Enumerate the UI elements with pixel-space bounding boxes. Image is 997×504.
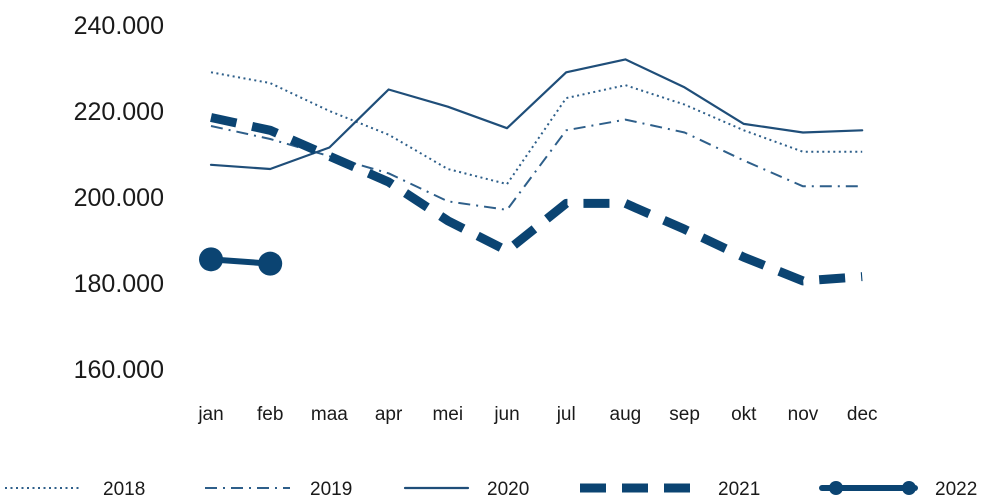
series-2021 (210, 113, 863, 286)
legend: 2018 2019 2020 2021 2022 (5, 479, 977, 500)
x-tick-label: aug (610, 404, 642, 425)
series-2020 (209, 58, 864, 171)
legend-label: 2021 (718, 479, 760, 499)
x-tick-label: maa (311, 404, 348, 425)
x-axis-ticks: jan feb maa apr mei jun jul aug sep okt nov dec (197, 404, 877, 425)
legend-label: 2018 (103, 479, 145, 499)
x-tick-label: dec (847, 404, 878, 425)
legend-label: 2020 (487, 479, 529, 499)
x-tick-label: jun (493, 404, 519, 425)
x-tick-label: jul (556, 404, 576, 425)
x-tick-label: apr (375, 404, 403, 425)
series-lines (199, 58, 864, 286)
series-2019 (210, 118, 863, 211)
series-line-2020 (209, 58, 864, 171)
y-tick-label: 160.000 (74, 356, 164, 384)
series-2018 (210, 71, 863, 186)
y-tick-label: 200.000 (74, 184, 164, 212)
x-tick-label: jan (197, 404, 223, 425)
x-tick-label: nov (788, 404, 819, 425)
series-line-2018 (210, 71, 863, 186)
y-tick-label: 180.000 (74, 270, 164, 298)
legend-item-2022: 2022 (819, 479, 977, 500)
legend-marker (829, 481, 843, 495)
legend-item-2018: 2018 (5, 479, 145, 500)
x-tick-label: feb (257, 404, 283, 425)
y-axis-ticks: 240.000 220.000 200.000 180.000 160.000 (74, 12, 164, 384)
legend-label: 2019 (310, 479, 352, 499)
legend-item-2021: 2021 (580, 479, 760, 500)
y-tick-label: 220.000 (74, 98, 164, 126)
data-point-2022 (258, 251, 283, 276)
x-tick-label: okt (731, 404, 757, 425)
series-2022 (199, 247, 283, 276)
y-tick-label: 240.000 (74, 12, 164, 40)
series-line-2019 (210, 118, 863, 211)
data-point-2022 (199, 247, 223, 272)
legend-marker (902, 481, 916, 495)
legend-label: 2022 (935, 479, 977, 499)
x-tick-label: sep (669, 404, 700, 425)
legend-item-2019: 2019 (205, 479, 352, 500)
series-line-2021 (210, 113, 863, 286)
legend-item-2020: 2020 (403, 479, 529, 500)
x-tick-label: mei (432, 404, 463, 425)
